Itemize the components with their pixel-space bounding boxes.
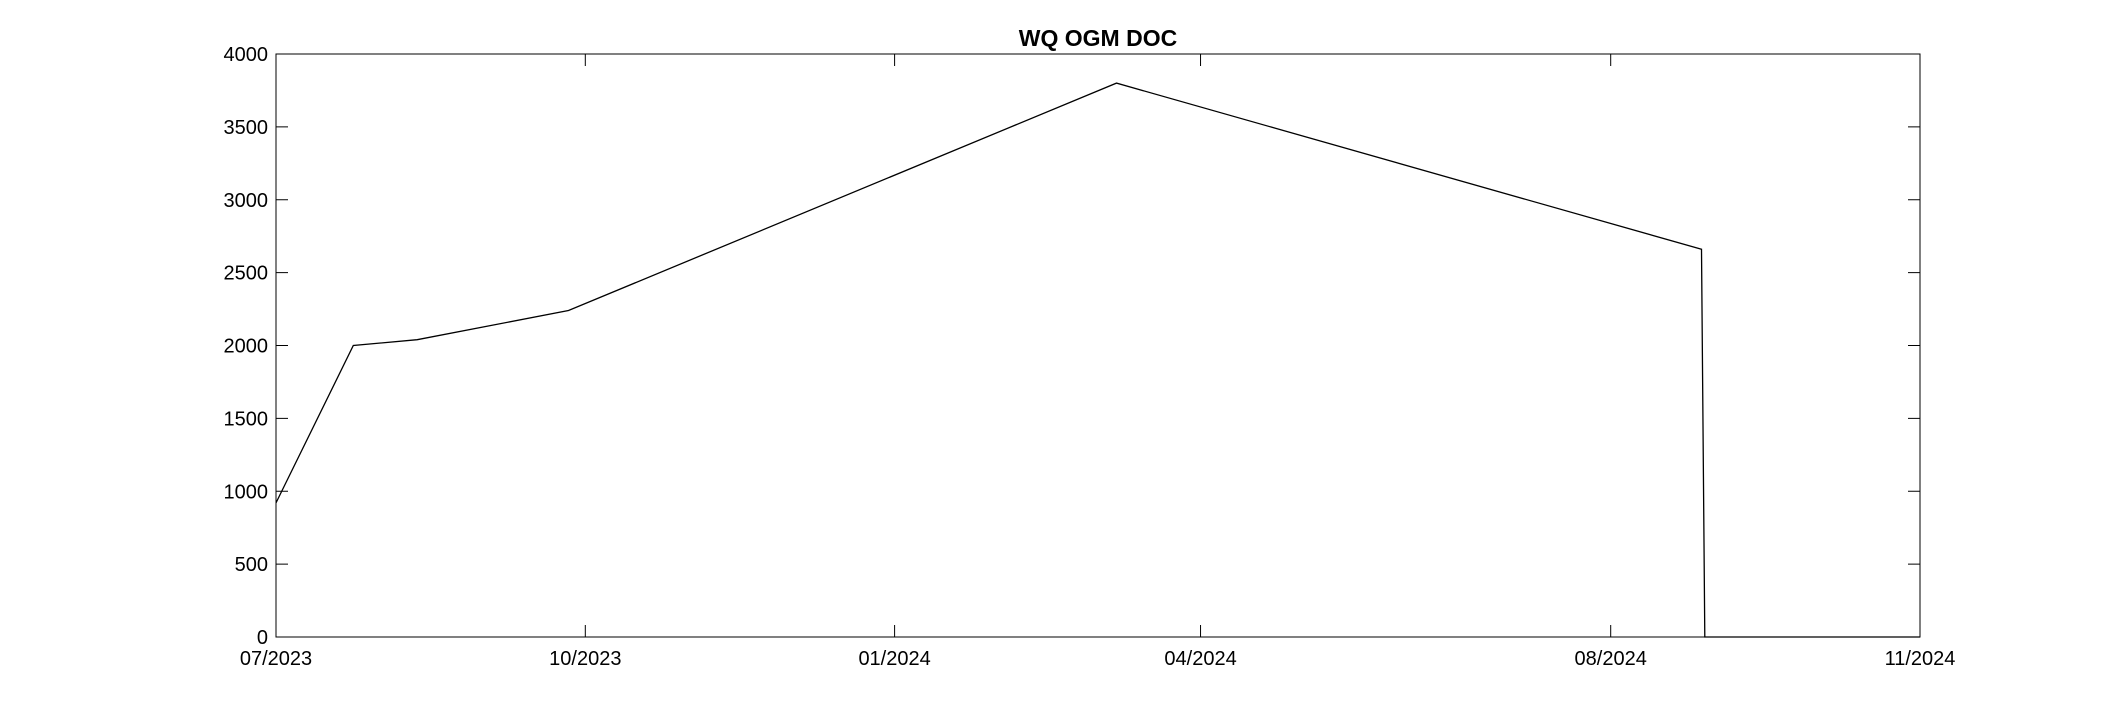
x-axis-tick-labels: 07/2023 10/2023 01/2024 04/2024 08/2024 11/20… xyxy=(240,648,1956,670)
y-tick-label: 3000 xyxy=(224,190,269,212)
x-tick-label: 07/2023 xyxy=(240,648,312,670)
y-tick-label: 1000 xyxy=(224,481,269,503)
x-tick-label: 01/2024 xyxy=(858,648,930,670)
y-tick-label: 3500 xyxy=(224,117,269,139)
y-tick-label: 1500 xyxy=(224,408,269,430)
y-axis-tick-labels: 0 500 1000 1500 2000 2500 3000 3500 4000 xyxy=(224,44,269,649)
x-tick-label: 04/2024 xyxy=(1164,648,1236,670)
y-tick-label: 0 xyxy=(257,627,268,649)
x-tick-label: 08/2024 xyxy=(1575,648,1647,670)
y-tick-label: 2000 xyxy=(224,336,269,358)
y-tick-label: 500 xyxy=(235,554,268,576)
chart-title: WQ OGM DOC xyxy=(1019,25,1177,51)
plot-area-frame xyxy=(275,53,1921,638)
series-line xyxy=(275,82,1920,638)
x-tick-label: 10/2023 xyxy=(549,648,621,670)
y-tick-label: 4000 xyxy=(224,44,269,66)
y-tick-label: 2500 xyxy=(224,263,269,285)
x-tick-label: 11/2024 xyxy=(1885,648,1956,670)
